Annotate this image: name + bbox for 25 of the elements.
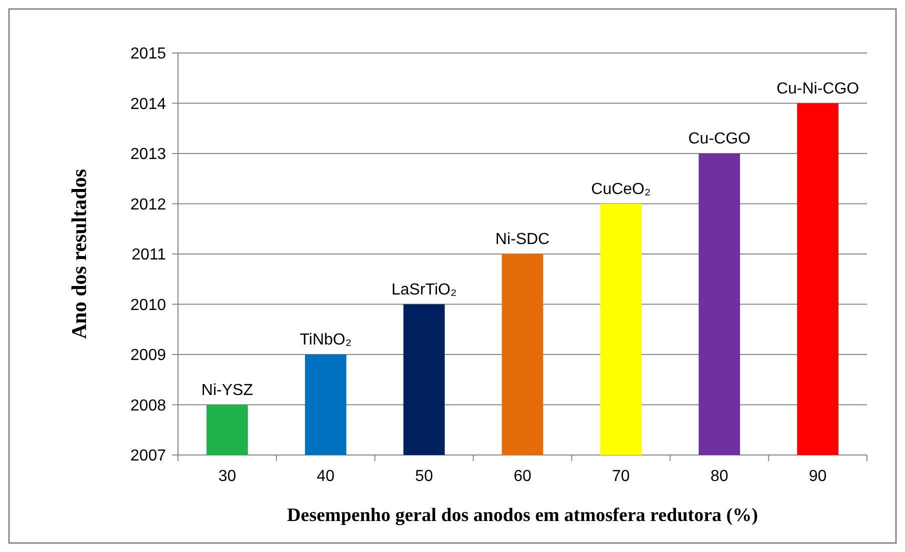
x-tick-label: 70 <box>612 468 630 485</box>
x-tick-label: 80 <box>710 468 728 485</box>
y-tick-label: 2013 <box>130 146 166 164</box>
y-tick-label: 2015 <box>130 46 166 63</box>
y-tick-label: 2010 <box>130 296 166 314</box>
y-tick-label: 2007 <box>130 448 166 465</box>
annotation: TiNbO₂ <box>300 332 352 348</box>
x-tick-label: 60 <box>514 468 532 485</box>
annotation: Ni-SDC <box>495 231 550 248</box>
annotation: Ni-YSZ <box>201 382 254 399</box>
y-axis-title: Ano dos resultados <box>67 169 91 339</box>
y-tick-label: 2014 <box>130 96 166 113</box>
y-tick-label: 2008 <box>130 397 166 414</box>
y-tick-label: 2009 <box>130 347 166 364</box>
annotation: CuCeO₂ <box>591 180 651 198</box>
x-tick-label: 50 <box>415 468 434 485</box>
x-tick-label: 40 <box>316 468 335 485</box>
x-tick-label: 30 <box>218 468 236 485</box>
annotation: LaSrTiO₂ <box>391 281 457 298</box>
annotation: Cu-Ni-CGO <box>776 80 860 98</box>
y-tick-label: 2011 <box>132 246 166 264</box>
annotation: Cu-CGO <box>688 130 750 148</box>
y-tick-label: 2012 <box>130 196 166 214</box>
x-axis-title: Desempenho geral dos anodos em atmosfera redutora (%) <box>287 505 758 526</box>
x-tick-label: 90 <box>808 468 827 485</box>
